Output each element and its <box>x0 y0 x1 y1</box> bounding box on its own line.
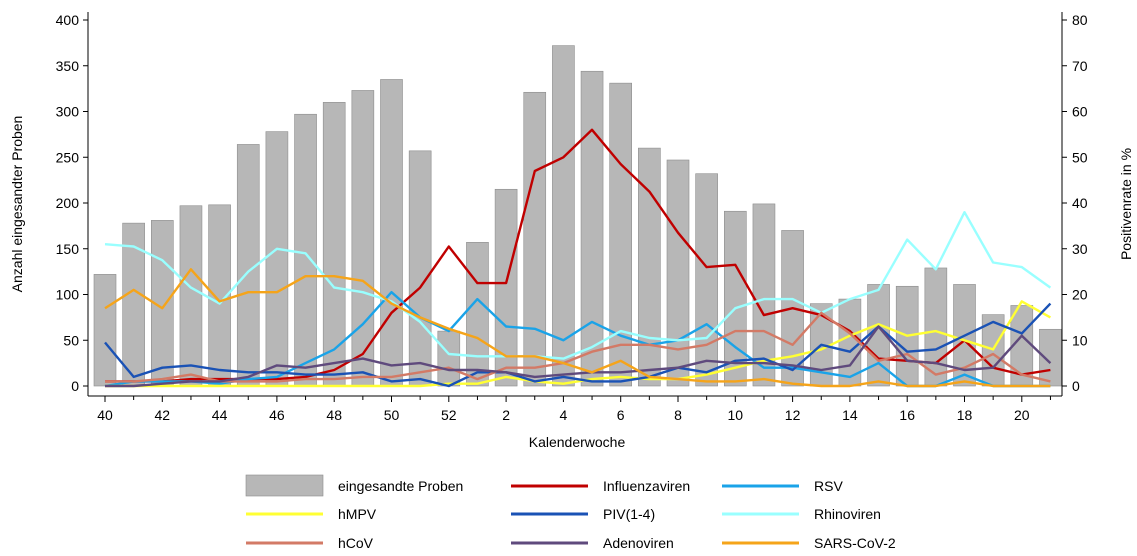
legend-label-piv-1-4: PIV(1-4) <box>603 506 655 522</box>
y-right-tick-label: 50 <box>1072 149 1088 165</box>
x-tick-label: 20 <box>1014 407 1030 423</box>
y-left-tick-label: 100 <box>56 287 80 303</box>
y-right-tick-label: 80 <box>1072 12 1088 28</box>
x-tick-label: 46 <box>269 407 285 423</box>
x-tick-label: 40 <box>97 407 113 423</box>
y-axis-left-title: Anzahl eingesandter Proben <box>9 116 25 293</box>
legend-label-eingesandte-proben: eingesandte Proben <box>338 478 463 494</box>
legend-label-influenzaviren: Influenzaviren <box>603 478 690 494</box>
y-axis-right-title: Positivenrate in % <box>1118 148 1134 260</box>
x-tick-label: 2 <box>502 407 510 423</box>
bars-layer <box>93 45 1062 387</box>
y-left-tick-label: 350 <box>56 58 80 74</box>
y-left-tick-label: 150 <box>56 241 80 257</box>
bar-51 <box>408 150 432 387</box>
legend-label-adenoviren: Adenoviren <box>603 535 674 551</box>
legend-swatch-eingesandte-proben <box>245 474 324 497</box>
series-line-rhinoviren <box>104 210 1052 360</box>
bar-7 <box>638 147 661 387</box>
legend: eingesandte Proben Influenzaviren RSV hMPV P… <box>245 474 896 551</box>
legend-label-hcov: hCoV <box>338 535 374 551</box>
y-left-tick-label: 250 <box>56 149 80 165</box>
x-tick-label: 44 <box>212 407 228 423</box>
series-line-hmpv <box>105 300 1051 388</box>
y-right-tick-label: 10 <box>1072 332 1088 348</box>
x-tick-label: 52 <box>441 407 457 423</box>
x-tick-label: 12 <box>785 407 801 423</box>
bar-6 <box>609 82 633 387</box>
series-line-adenoviren <box>105 325 1052 388</box>
bar-50 <box>380 79 403 387</box>
bar-21 <box>1039 328 1062 387</box>
x-tick-label: 6 <box>617 407 625 423</box>
legend-label-rhinoviren: Rhinoviren <box>814 506 881 522</box>
x-tick-label: 8 <box>674 407 682 423</box>
lines-layer <box>104 128 1052 388</box>
series-line-hcov <box>105 311 1051 383</box>
legend-label-rsv: RSV <box>814 478 843 494</box>
y-right-tick-label: 70 <box>1072 58 1088 74</box>
bar-5 <box>580 70 604 387</box>
bar-4 <box>552 45 575 387</box>
x-tick-label: 42 <box>155 407 171 423</box>
y-left-tick-label: 0 <box>71 378 79 394</box>
legend-label-hmpv: hMPV <box>338 506 377 522</box>
x-tick-label: 4 <box>560 407 568 423</box>
bar-9 <box>695 173 718 387</box>
y-right-tick-label: 30 <box>1072 241 1088 257</box>
y-right-tick-label: 60 <box>1072 104 1088 120</box>
bar-52 <box>437 330 461 387</box>
x-axis-title: Kalenderwoche <box>529 434 626 450</box>
x-tick-label: 50 <box>384 407 400 423</box>
y-left-tick-label: 50 <box>63 332 79 348</box>
x-tick-label: 10 <box>728 407 744 423</box>
legend-label-sars-cov-2: SARS-CoV-2 <box>814 535 896 551</box>
bar-1 <box>466 242 489 387</box>
x-tick-label: 14 <box>842 407 858 423</box>
bar-46 <box>265 131 289 387</box>
x-tick-label: 18 <box>957 407 973 423</box>
bar-40 <box>93 274 117 387</box>
bar-3 <box>523 91 547 387</box>
y-left-tick-label: 400 <box>56 12 80 28</box>
series-line-rsv <box>104 291 1051 388</box>
bar-47 <box>294 113 317 387</box>
bar-43 <box>179 205 203 387</box>
y-right-tick-label: 0 <box>1072 378 1080 394</box>
y-right-tick-label: 40 <box>1072 195 1088 211</box>
axes-layer: Anzahl eingesandter Proben Positivenrate… <box>9 12 1134 450</box>
x-tick-label: 16 <box>899 407 915 423</box>
y-right-tick-label: 20 <box>1072 287 1088 303</box>
bar-2 <box>494 188 518 387</box>
y-left-tick-label: 300 <box>56 104 80 120</box>
y-left-tick-label: 200 <box>56 195 80 211</box>
series-line-sars-cov-2 <box>104 268 1051 388</box>
x-tick-label: 48 <box>326 407 342 423</box>
bar-8 <box>666 159 690 387</box>
